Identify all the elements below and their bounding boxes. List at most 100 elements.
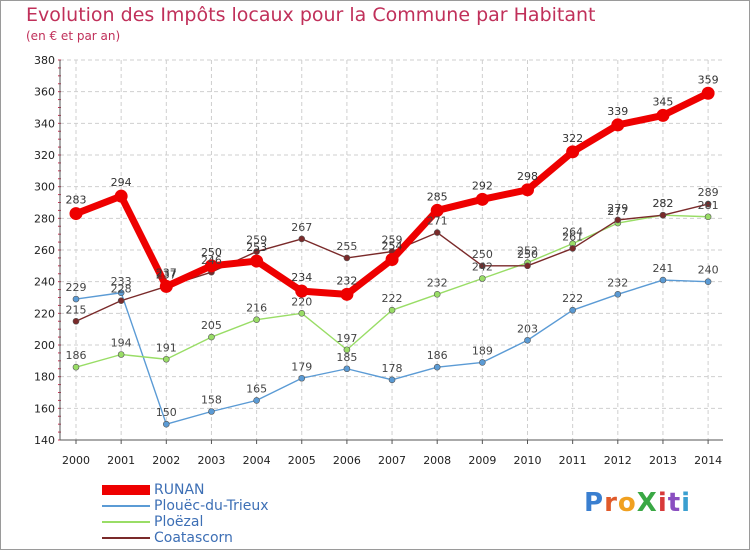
data-point-runan: [701, 86, 715, 100]
data-point-plouec-du-trieux: [569, 306, 576, 314]
data-point-plouec-du-trieux: [343, 365, 351, 373]
data-label-plouec-du-trieux: 233: [111, 275, 132, 288]
data-point-ploezal: [117, 351, 125, 358]
logo-letter: i: [657, 488, 668, 518]
data-label-runan: 232: [336, 274, 357, 287]
data-label-plouec-du-trieux: 232: [607, 276, 628, 289]
data-label-coatascorn: 282: [652, 197, 673, 210]
data-label-ploezal: 232: [427, 276, 448, 289]
legend-item-runan: RUNAN: [102, 482, 269, 498]
data-point-plouec-du-trieux: [253, 397, 260, 404]
data-label-runan: 283: [66, 194, 87, 207]
data-label-ploezal: 194: [111, 337, 132, 350]
data-label-plouec-du-trieux: 150: [156, 406, 177, 419]
data-point-runan: [114, 189, 128, 203]
y-tick-label: 280: [34, 212, 55, 225]
data-label-ploezal: 186: [66, 349, 87, 362]
legend-swatch-coatascorn: [102, 537, 150, 539]
y-tick-label: 320: [34, 149, 55, 162]
data-point-coatascorn: [433, 229, 441, 236]
data-label-coatascorn: 250: [472, 248, 493, 261]
data-point-coatascorn: [72, 317, 80, 325]
data-point-runan: [204, 259, 218, 273]
data-point-runan: [566, 145, 580, 159]
data-label-coatascorn: 250: [517, 248, 538, 261]
data-point-runan: [521, 183, 534, 197]
data-label-runan: 322: [562, 132, 583, 145]
x-tick-label: 2006: [333, 454, 361, 467]
data-label-coatascorn: 261: [562, 230, 583, 243]
data-point-plouec-du-trieux: [704, 278, 712, 285]
data-label-ploezal: 205: [201, 319, 222, 332]
data-label-plouec-du-trieux: 158: [201, 394, 222, 407]
data-label-runan: 359: [698, 73, 719, 86]
data-label-ploezal: 252: [517, 245, 538, 258]
data-point-runan: [656, 108, 670, 122]
data-point-coatascorn: [343, 254, 351, 262]
y-tick-label: 240: [34, 276, 55, 289]
data-label-runan: 237: [156, 266, 177, 279]
data-point-ploezal: [298, 310, 306, 317]
data-point-runan: [340, 287, 354, 301]
y-tick-label: 360: [34, 86, 55, 99]
x-tick-label: 2011: [559, 454, 587, 467]
data-point-plouec-du-trieux: [388, 376, 396, 384]
data-label-runan: 292: [472, 179, 493, 192]
data-point-plouec-du-trieux: [117, 289, 125, 297]
data-point-coatascorn: [298, 235, 306, 243]
logo-letter: P: [584, 488, 605, 518]
x-tick-label: 2003: [197, 454, 225, 467]
data-point-ploezal: [163, 355, 170, 363]
logo-letter: r: [604, 488, 618, 518]
data-label-runan: 339: [607, 105, 628, 118]
y-tick-label: 340: [34, 117, 55, 130]
data-point-runan: [69, 207, 83, 221]
legend-swatch-runan: [102, 485, 150, 495]
logo-letter: o: [617, 488, 637, 518]
data-label-plouec-du-trieux: 189: [472, 344, 493, 357]
data-point-plouec-du-trieux: [524, 336, 531, 344]
data-label-ploezal: 264: [562, 226, 583, 239]
x-tick-label: 2012: [604, 454, 632, 467]
data-label-plouec-du-trieux: 178: [382, 362, 403, 375]
data-label-plouec-du-trieux: 185: [336, 351, 357, 364]
x-tick-label: 2004: [243, 454, 271, 467]
data-point-coatascorn: [117, 297, 125, 304]
data-label-plouec-du-trieux: 179: [291, 360, 312, 373]
data-point-ploezal: [253, 316, 260, 323]
data-label-ploezal: 216: [246, 302, 267, 315]
data-label-plouec-du-trieux: 222: [562, 292, 583, 305]
data-point-plouec-du-trieux: [433, 363, 441, 371]
legend-swatch-ploezal: [102, 521, 150, 523]
data-label-coatascorn: 259: [382, 234, 403, 247]
legend-label-coatascorn: Coatascorn: [154, 530, 233, 546]
x-tick-label: 2013: [649, 454, 677, 467]
x-tick-label: 2009: [468, 454, 496, 467]
data-point-plouec-du-trieux: [208, 408, 215, 415]
proxiti-logo: ProXiti: [584, 488, 691, 518]
data-label-runan: 294: [111, 176, 132, 189]
data-label-runan: 253: [246, 241, 267, 254]
legend-item-coatascorn: Coatascorn: [102, 530, 269, 546]
data-point-ploezal: [433, 291, 441, 298]
legend-label-ploezal: Ploëzal: [154, 514, 204, 530]
y-tick-label: 200: [34, 339, 55, 352]
data-label-coatascorn: 279: [607, 202, 628, 215]
data-label-coatascorn: 237: [156, 268, 177, 281]
data-point-runan: [250, 254, 264, 268]
x-tick-label: 2005: [288, 454, 316, 467]
data-point-ploezal: [479, 275, 486, 282]
data-label-runan: 345: [652, 95, 673, 108]
data-label-ploezal: 282: [652, 197, 673, 210]
data-point-plouec-du-trieux: [614, 291, 622, 298]
data-label-runan: 234: [291, 271, 312, 284]
data-label-ploezal: 222: [382, 292, 403, 305]
data-point-plouec-du-trieux: [163, 420, 170, 428]
data-point-runan: [611, 118, 625, 132]
data-point-coatascorn: [659, 211, 667, 219]
legend-label-plouec-du-trieux: Plouëc-du-Trieux: [154, 498, 269, 514]
data-point-runan: [475, 192, 489, 206]
data-point-ploezal: [704, 213, 712, 221]
x-tick-label: 2007: [378, 454, 406, 467]
data-point-runan: [295, 284, 309, 298]
